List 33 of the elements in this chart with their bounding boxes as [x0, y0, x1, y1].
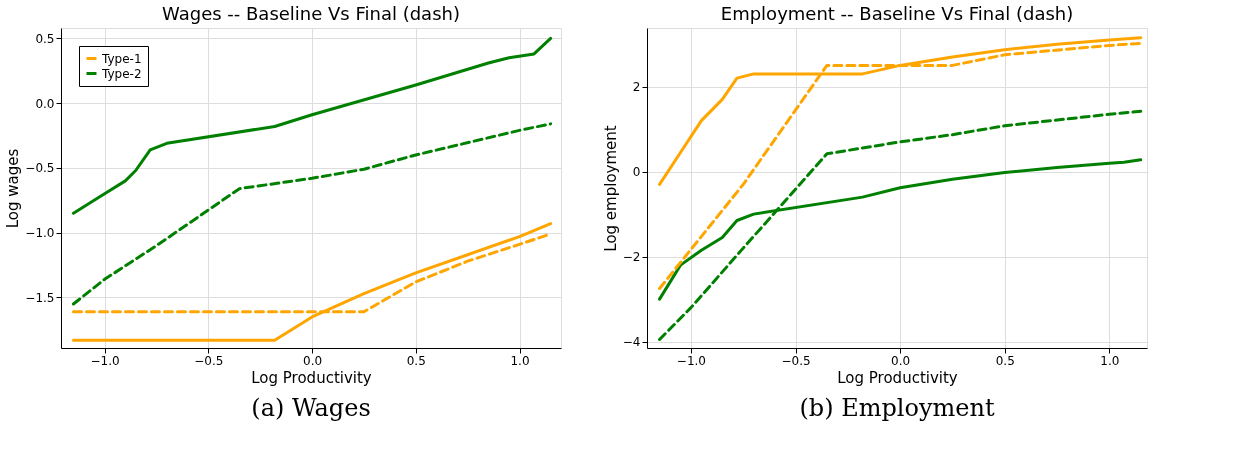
x-tick-label: 0.5	[995, 353, 1015, 368]
x-tick-label: −0.5	[194, 353, 224, 368]
x-tick-label: 1.0	[510, 353, 530, 368]
y-tick-label: −1.0	[25, 226, 55, 241]
x-tick-label: 0.0	[302, 353, 323, 368]
y-tick-label: −0.5	[25, 161, 55, 176]
chart-title: Wages -- Baseline Vs Final (dash)	[162, 3, 460, 24]
text: (a) Wages	[251, 394, 371, 422]
x-tick-label: 0.0	[891, 353, 911, 368]
y-tick-label: 0	[632, 165, 641, 180]
y-tick-label: −2	[622, 250, 641, 265]
x-tick-label: 1.0	[1100, 353, 1120, 368]
x-tick-label: −1.0	[90, 353, 120, 368]
y-axis-title: Log employment	[601, 125, 620, 252]
y-tick-label: 2	[632, 80, 641, 95]
x-tick-label: −1.0	[676, 353, 706, 368]
y-tick-label: 0.0	[35, 96, 55, 111]
text: (b) Employment	[799, 394, 995, 422]
x-axis-title: Log Productivity	[837, 368, 958, 387]
x-tick-label: 0.5	[406, 353, 426, 368]
y-tick-label: −1.5	[25, 290, 55, 305]
line-series	[71, 36, 553, 215]
line-series	[71, 222, 553, 342]
y-tick-label: −4	[622, 335, 641, 350]
line-series	[658, 109, 1143, 341]
line-series	[71, 122, 553, 306]
legend-label: Type-2	[101, 66, 142, 81]
legend-label: Type-1	[101, 51, 142, 66]
y-axis-title: Log wages	[4, 148, 23, 229]
chart-title: Employment -- Baseline Vs Final (dash)	[720, 3, 1074, 24]
y-tick-label: 0.5	[35, 31, 55, 46]
x-tick-label: −0.5	[781, 353, 811, 368]
x-axis-title: Log Productivity	[251, 368, 372, 387]
